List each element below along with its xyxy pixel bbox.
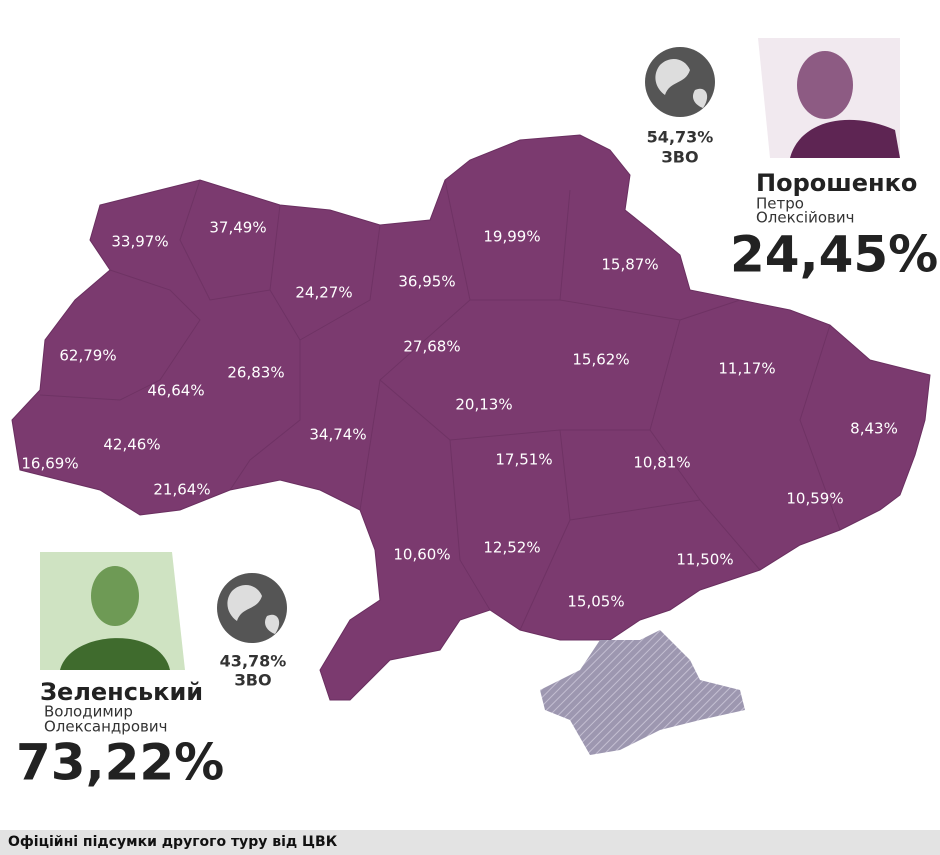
region-result: 42,46% [103, 436, 160, 454]
region-result: 46,64% [147, 382, 204, 400]
region-result: 37,49% [209, 219, 266, 237]
region-result: 21,64% [153, 481, 210, 499]
region-result: 12,52% [483, 539, 540, 557]
region-result: 34,74% [309, 426, 366, 444]
candidate-given-name: Петро [756, 195, 804, 213]
region-result: 15,05% [567, 593, 624, 611]
ukraine-map [11, 134, 931, 701]
region-result: 62,79% [59, 347, 116, 365]
region-result: 11,17% [718, 360, 775, 378]
candidate-result: 24,45% [730, 226, 938, 284]
region-result: 10,59% [786, 490, 843, 508]
globe-icon [645, 47, 715, 117]
globe-icon [217, 573, 287, 643]
region-result: 16,69% [21, 455, 78, 473]
region-result: 8,43% [850, 420, 898, 438]
candidate-given-name: Володимир [44, 703, 133, 721]
region-result: 15,87% [601, 256, 658, 274]
region-result: 17,51% [495, 451, 552, 469]
region-result: 15,62% [572, 351, 629, 369]
candidate-surname: Зеленський [40, 678, 203, 706]
region-borders [39, 179, 841, 631]
candidate-patronymic: Олександрович [44, 718, 167, 736]
region-result: 20,13% [455, 396, 512, 414]
photo-zelensky [40, 552, 185, 670]
region-result: 10,60% [393, 546, 450, 564]
crimea [540, 630, 745, 755]
candidate-result: 73,22% [16, 734, 224, 792]
abroad-result: 54,73% [647, 128, 714, 147]
abroad-label: ЗВО [661, 148, 698, 167]
region-result: 24,27% [295, 284, 352, 302]
abroad-result: 43,78% [220, 652, 287, 671]
region-result: 19,99% [483, 228, 540, 246]
region-result: 26,83% [227, 364, 284, 382]
candidate-patronymic: Олексійович [756, 209, 854, 227]
abroad-label: ЗВО [234, 671, 271, 690]
footer-text: Офіційні підсумки другого туру від ЦВК [8, 834, 338, 850]
region-result: 36,95% [398, 273, 455, 291]
footer-bar [0, 830, 940, 855]
region-result: 11,50% [676, 551, 733, 569]
region-result: 33,97% [111, 233, 168, 251]
candidate-surname: Порошенко [756, 169, 917, 197]
region-result: 27,68% [403, 338, 460, 356]
photo-poroshenko [758, 38, 900, 158]
region-result: 10,81% [633, 454, 690, 472]
